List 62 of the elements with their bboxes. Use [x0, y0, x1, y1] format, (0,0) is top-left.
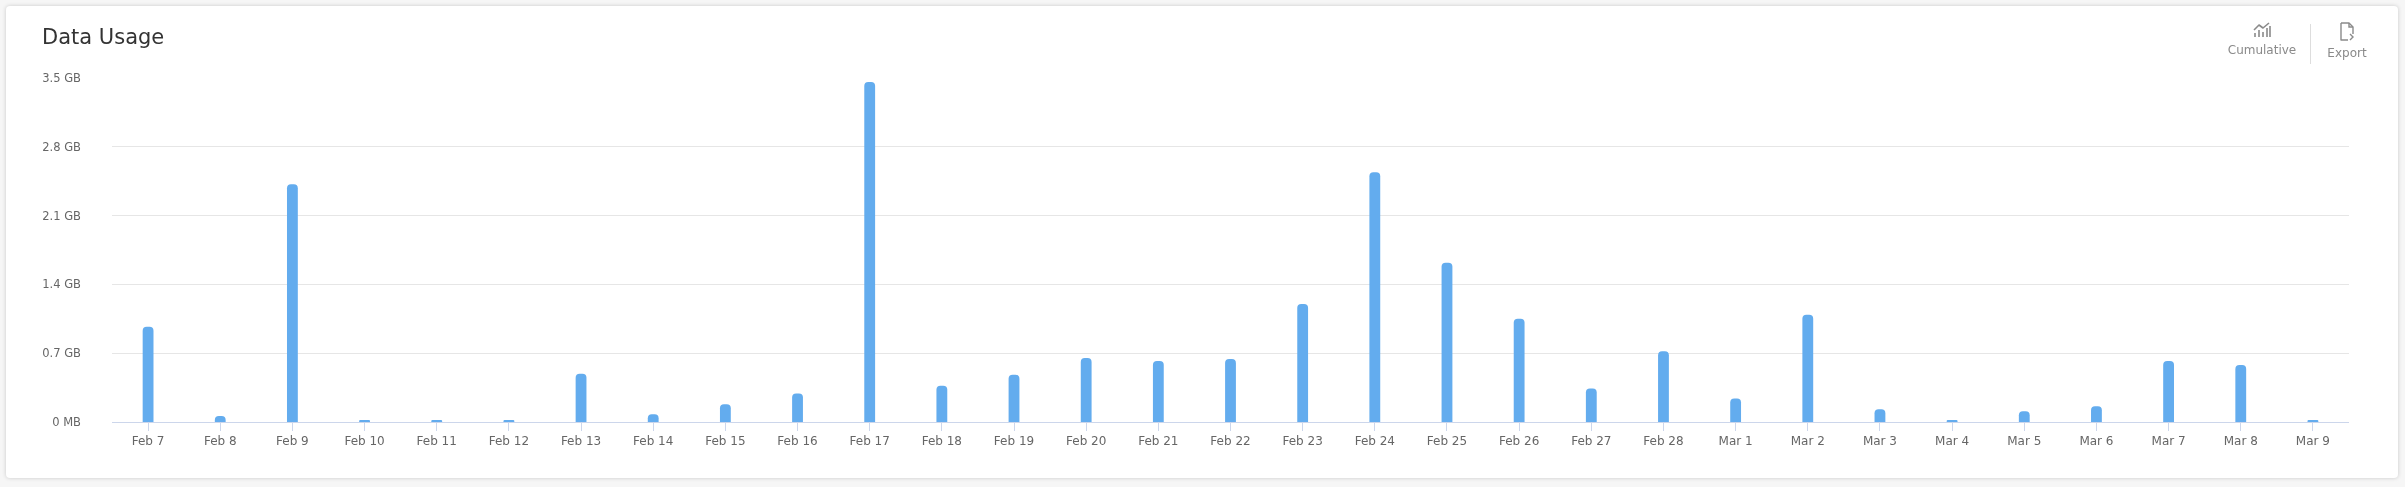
x-tick-label: Feb 7: [131, 434, 165, 449]
bar: [575, 373, 587, 422]
chart-title: Data Usage: [42, 25, 165, 50]
y-tick-label: 1.4 GB: [42, 277, 82, 292]
bar: [1152, 361, 1164, 422]
x-tick-label: Mar 2: [1790, 434, 1825, 449]
y-tick-label: 0.7 GB: [42, 346, 82, 361]
bar: [1802, 314, 1814, 422]
x-tick-label: Feb 28: [1643, 434, 1684, 449]
bar: [1441, 262, 1453, 422]
bar: [1080, 358, 1092, 422]
x-tick-label: Feb 22: [1210, 434, 1251, 449]
bar: [936, 385, 948, 422]
bar: [1225, 359, 1236, 422]
bar: [1585, 388, 1597, 422]
bar: [1297, 304, 1309, 422]
cumulative-button[interactable]: Cumulative: [2227, 22, 2297, 57]
x-tick-label: Mar 7: [2151, 434, 2186, 449]
x-tick-label: Feb 13: [560, 434, 602, 449]
x-tick-label: Mar 1: [1718, 434, 1753, 449]
bar: [1369, 172, 1381, 422]
bar: [2235, 364, 2247, 422]
y-tick-label: 2.8 GB: [42, 139, 82, 154]
x-tick-label: Mar 6: [2079, 434, 2114, 449]
x-tick-label: Feb 27: [1571, 434, 1612, 449]
bar: [864, 81, 876, 422]
bar: [1008, 374, 1020, 422]
x-tick-label: Feb 8: [203, 434, 237, 449]
bar: [1730, 398, 1742, 422]
x-tick-label: Feb 17: [849, 434, 890, 449]
y-tick-label: 3.5 GB: [42, 71, 82, 86]
bar: [142, 326, 154, 422]
bar: [719, 404, 731, 422]
bar: [792, 393, 803, 422]
x-tick-label: Mar 9: [2295, 434, 2330, 449]
export-button[interactable]: Export: [2327, 22, 2367, 60]
x-tick-label: Feb 18: [921, 434, 963, 449]
x-tick-label: Feb 21: [1138, 434, 1179, 449]
x-tick-label: Feb 19: [993, 434, 1035, 449]
x-tick-label: Feb 26: [1498, 434, 1540, 449]
x-tick-label: Feb 11: [416, 434, 457, 449]
x-tick-label: Feb 9: [276, 434, 309, 449]
bar: [1513, 318, 1525, 422]
bar: [1658, 351, 1669, 422]
y-tick-label: 0 MB: [52, 415, 82, 430]
bar: [2091, 406, 2102, 422]
x-tick-label: Feb 12: [488, 434, 530, 449]
x-tick-label: Feb 16: [777, 434, 818, 449]
bar: [286, 184, 298, 422]
x-tick-label: Mar 5: [2007, 434, 2042, 449]
x-tick-label: Feb 15: [705, 434, 746, 449]
x-tick-label: Feb 23: [1282, 434, 1323, 449]
bar: [2163, 361, 2175, 422]
x-tick-label: Feb 10: [344, 434, 385, 449]
x-tick-label: Mar 4: [1935, 434, 1970, 449]
x-tick-label: Mar 8: [2223, 434, 2258, 449]
x-tick-label: Mar 3: [1862, 434, 1897, 449]
x-tick-label: Feb 14: [633, 434, 674, 449]
x-tick-label: Feb 25: [1426, 434, 1468, 449]
x-tick-label: Feb 20: [1066, 434, 1107, 449]
x-tick-label: Feb 24: [1354, 434, 1395, 449]
y-tick-label: 2.1 GB: [42, 208, 82, 223]
